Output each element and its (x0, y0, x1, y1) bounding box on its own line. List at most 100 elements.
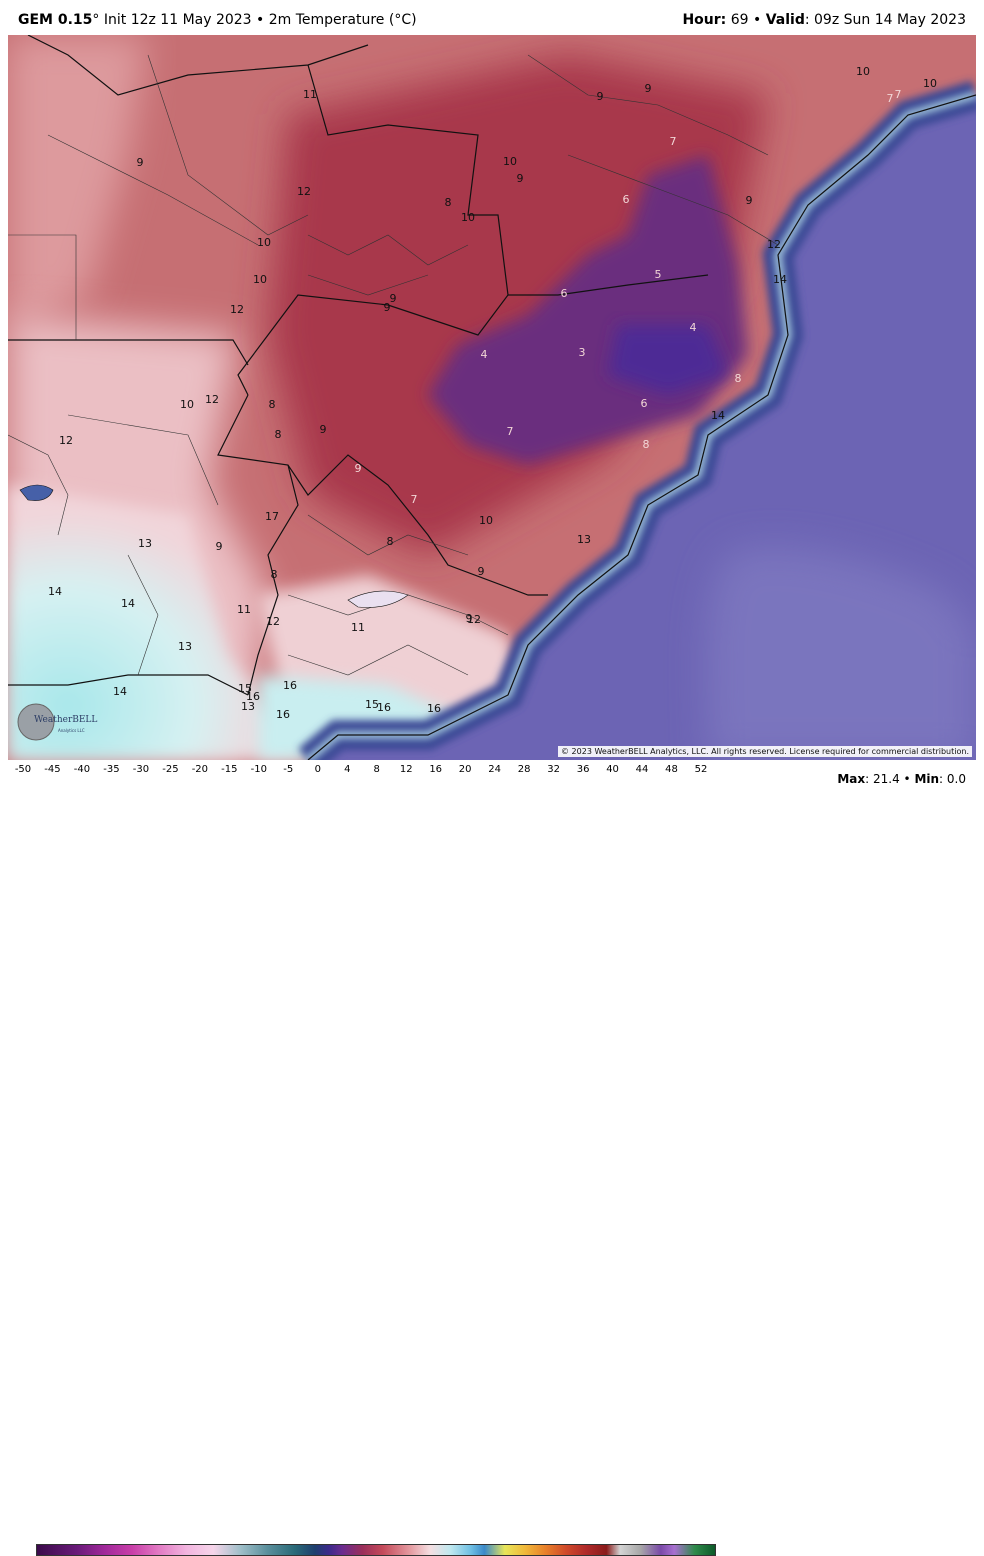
contour-label: 12 (266, 615, 280, 628)
legend-tick-label: -35 (103, 764, 120, 775)
color-scale-bar (36, 1544, 716, 1556)
lagoon (347, 590, 409, 608)
southwest-cool-region (8, 485, 308, 760)
contour-label: 6 (561, 287, 568, 300)
legend-tick-label: 52 (694, 764, 708, 775)
hour-label: Hour: (682, 12, 727, 28)
model-name: GEM 0.15 (18, 12, 93, 28)
legend-tick-label: 36 (576, 764, 590, 775)
temperature-map[interactable]: 11 9 9 10 7 10 9 12 10 9 8 10 7 6 9 10 10 12 5 14 6 9 9 4 12 4 3 8 1… (8, 35, 976, 760)
contour-label: 9 (466, 612, 473, 625)
contour-label: 15 (365, 698, 379, 711)
contour-label: 10 (257, 236, 271, 249)
contour-label: 9 (390, 292, 397, 305)
contour-label: 16 (283, 679, 297, 692)
contour-label: 9 (645, 82, 652, 95)
max-label: Max (837, 772, 866, 786)
logo-text: WeatherBELL (34, 715, 97, 725)
contour-label: 14 (773, 273, 787, 286)
legend-tick-label: 12 (399, 764, 413, 775)
contour-label: 11 (351, 621, 365, 634)
legend-tick-label: -45 (44, 764, 61, 775)
map-header: GEM 0.15° Init 12z 11 May 2023 • 2m Temp… (0, 0, 984, 34)
central-warm-region (268, 55, 768, 555)
contour-label: 14 (711, 409, 725, 422)
contour-label: 8 (445, 196, 452, 209)
legend-tick-label: 44 (635, 764, 649, 775)
legend-tick-label: -5 (283, 764, 294, 775)
contour-label: 12 (467, 613, 481, 626)
contour-label: 10 (503, 155, 517, 168)
contour-label: 8 (735, 372, 742, 385)
contour-label: 11 (237, 603, 251, 616)
contour-label: 12 (297, 185, 311, 198)
hour-value: 69 • (726, 12, 766, 28)
contour-label: 10 (180, 398, 194, 411)
contour-label: 13 (241, 700, 255, 713)
color-scale-legend: -50 -45 -40 -35 -30 -25 -20 -15 -10 -5 0 4 8 12 16 20 24… (14, 764, 716, 1556)
coastline (307, 94, 976, 760)
contour-label: 16 (276, 708, 290, 721)
contour-label: 8 (271, 568, 278, 581)
valid-label: Valid (765, 12, 805, 28)
contour-label: 12 (767, 238, 781, 251)
contour-label: 8 (275, 428, 282, 441)
legend-tick-label: -50 (14, 764, 32, 775)
contour-label: 9 (216, 540, 223, 553)
contour-label: 4 (481, 348, 488, 361)
contour-label: 14 (113, 685, 127, 698)
contour-label: 14 (121, 597, 135, 610)
min-value: : 0.0 (939, 772, 966, 786)
legend-tick-label: 16 (429, 764, 443, 775)
contour-label: 16 (427, 702, 441, 715)
legend-tick-label: 28 (517, 764, 531, 775)
contour-label: 17 (265, 510, 279, 523)
legend-tick-label: -30 (132, 764, 150, 775)
contour-label: 7 (887, 92, 894, 105)
contour-label: 6 (641, 397, 648, 410)
legend-tick-label: 32 (547, 764, 560, 775)
contour-label: 13 (178, 640, 192, 653)
legend-tick-label: -25 (162, 764, 179, 775)
country-borders (8, 35, 709, 696)
contour-label: 12 (230, 303, 244, 316)
contour-label: 7 (411, 493, 418, 506)
valid-value: : 09z Sun 14 May 2023 (804, 12, 966, 28)
contour-label: 7 (670, 135, 677, 148)
legend-tick-label: 48 (665, 764, 678, 775)
contour-label: 9 (478, 565, 485, 578)
legend-tick-label: 8 (373, 764, 380, 775)
legend-tick-label: -15 (221, 764, 238, 775)
legend-tick-label: 0 (314, 764, 321, 775)
max-value: : 21.4 • (865, 772, 915, 786)
contour-label: 12 (205, 393, 219, 406)
lake (19, 484, 54, 501)
contour-label: 7 (895, 88, 902, 101)
contour-label: 9 (137, 156, 144, 169)
contour-label: 9 (320, 423, 327, 436)
state-borders (8, 54, 779, 676)
contour-label: 9 (517, 172, 524, 185)
contour-label: 7 (507, 425, 514, 438)
min-label: Min (914, 772, 940, 786)
contour-label: 6 (623, 193, 630, 206)
contour-label: 11 (303, 88, 317, 101)
legend-tick-label: -20 (191, 764, 209, 775)
contour-label: 10 (479, 514, 493, 527)
contour-label: 9 (746, 194, 753, 207)
contour-label: 9 (597, 90, 604, 103)
contour-label: 15 (238, 682, 252, 695)
contour-label: 8 (643, 438, 650, 451)
contour-label: 10 (461, 211, 475, 224)
contour-label: 3 (579, 346, 586, 359)
contour-label: 10 (253, 273, 267, 286)
contour-label: 5 (655, 268, 662, 281)
max-min-stats: Max: 21.4 • Min: 0.0 (837, 772, 966, 786)
contour-label: 9 (384, 301, 391, 314)
legend-tick-label: -10 (250, 764, 267, 775)
contour-label: 8 (387, 535, 394, 548)
contour-label: 10 (856, 65, 870, 78)
header-right: Hour: 69 • Valid: 09z Sun 14 May 2023 (682, 12, 966, 28)
contour-label: 14 (48, 585, 62, 598)
